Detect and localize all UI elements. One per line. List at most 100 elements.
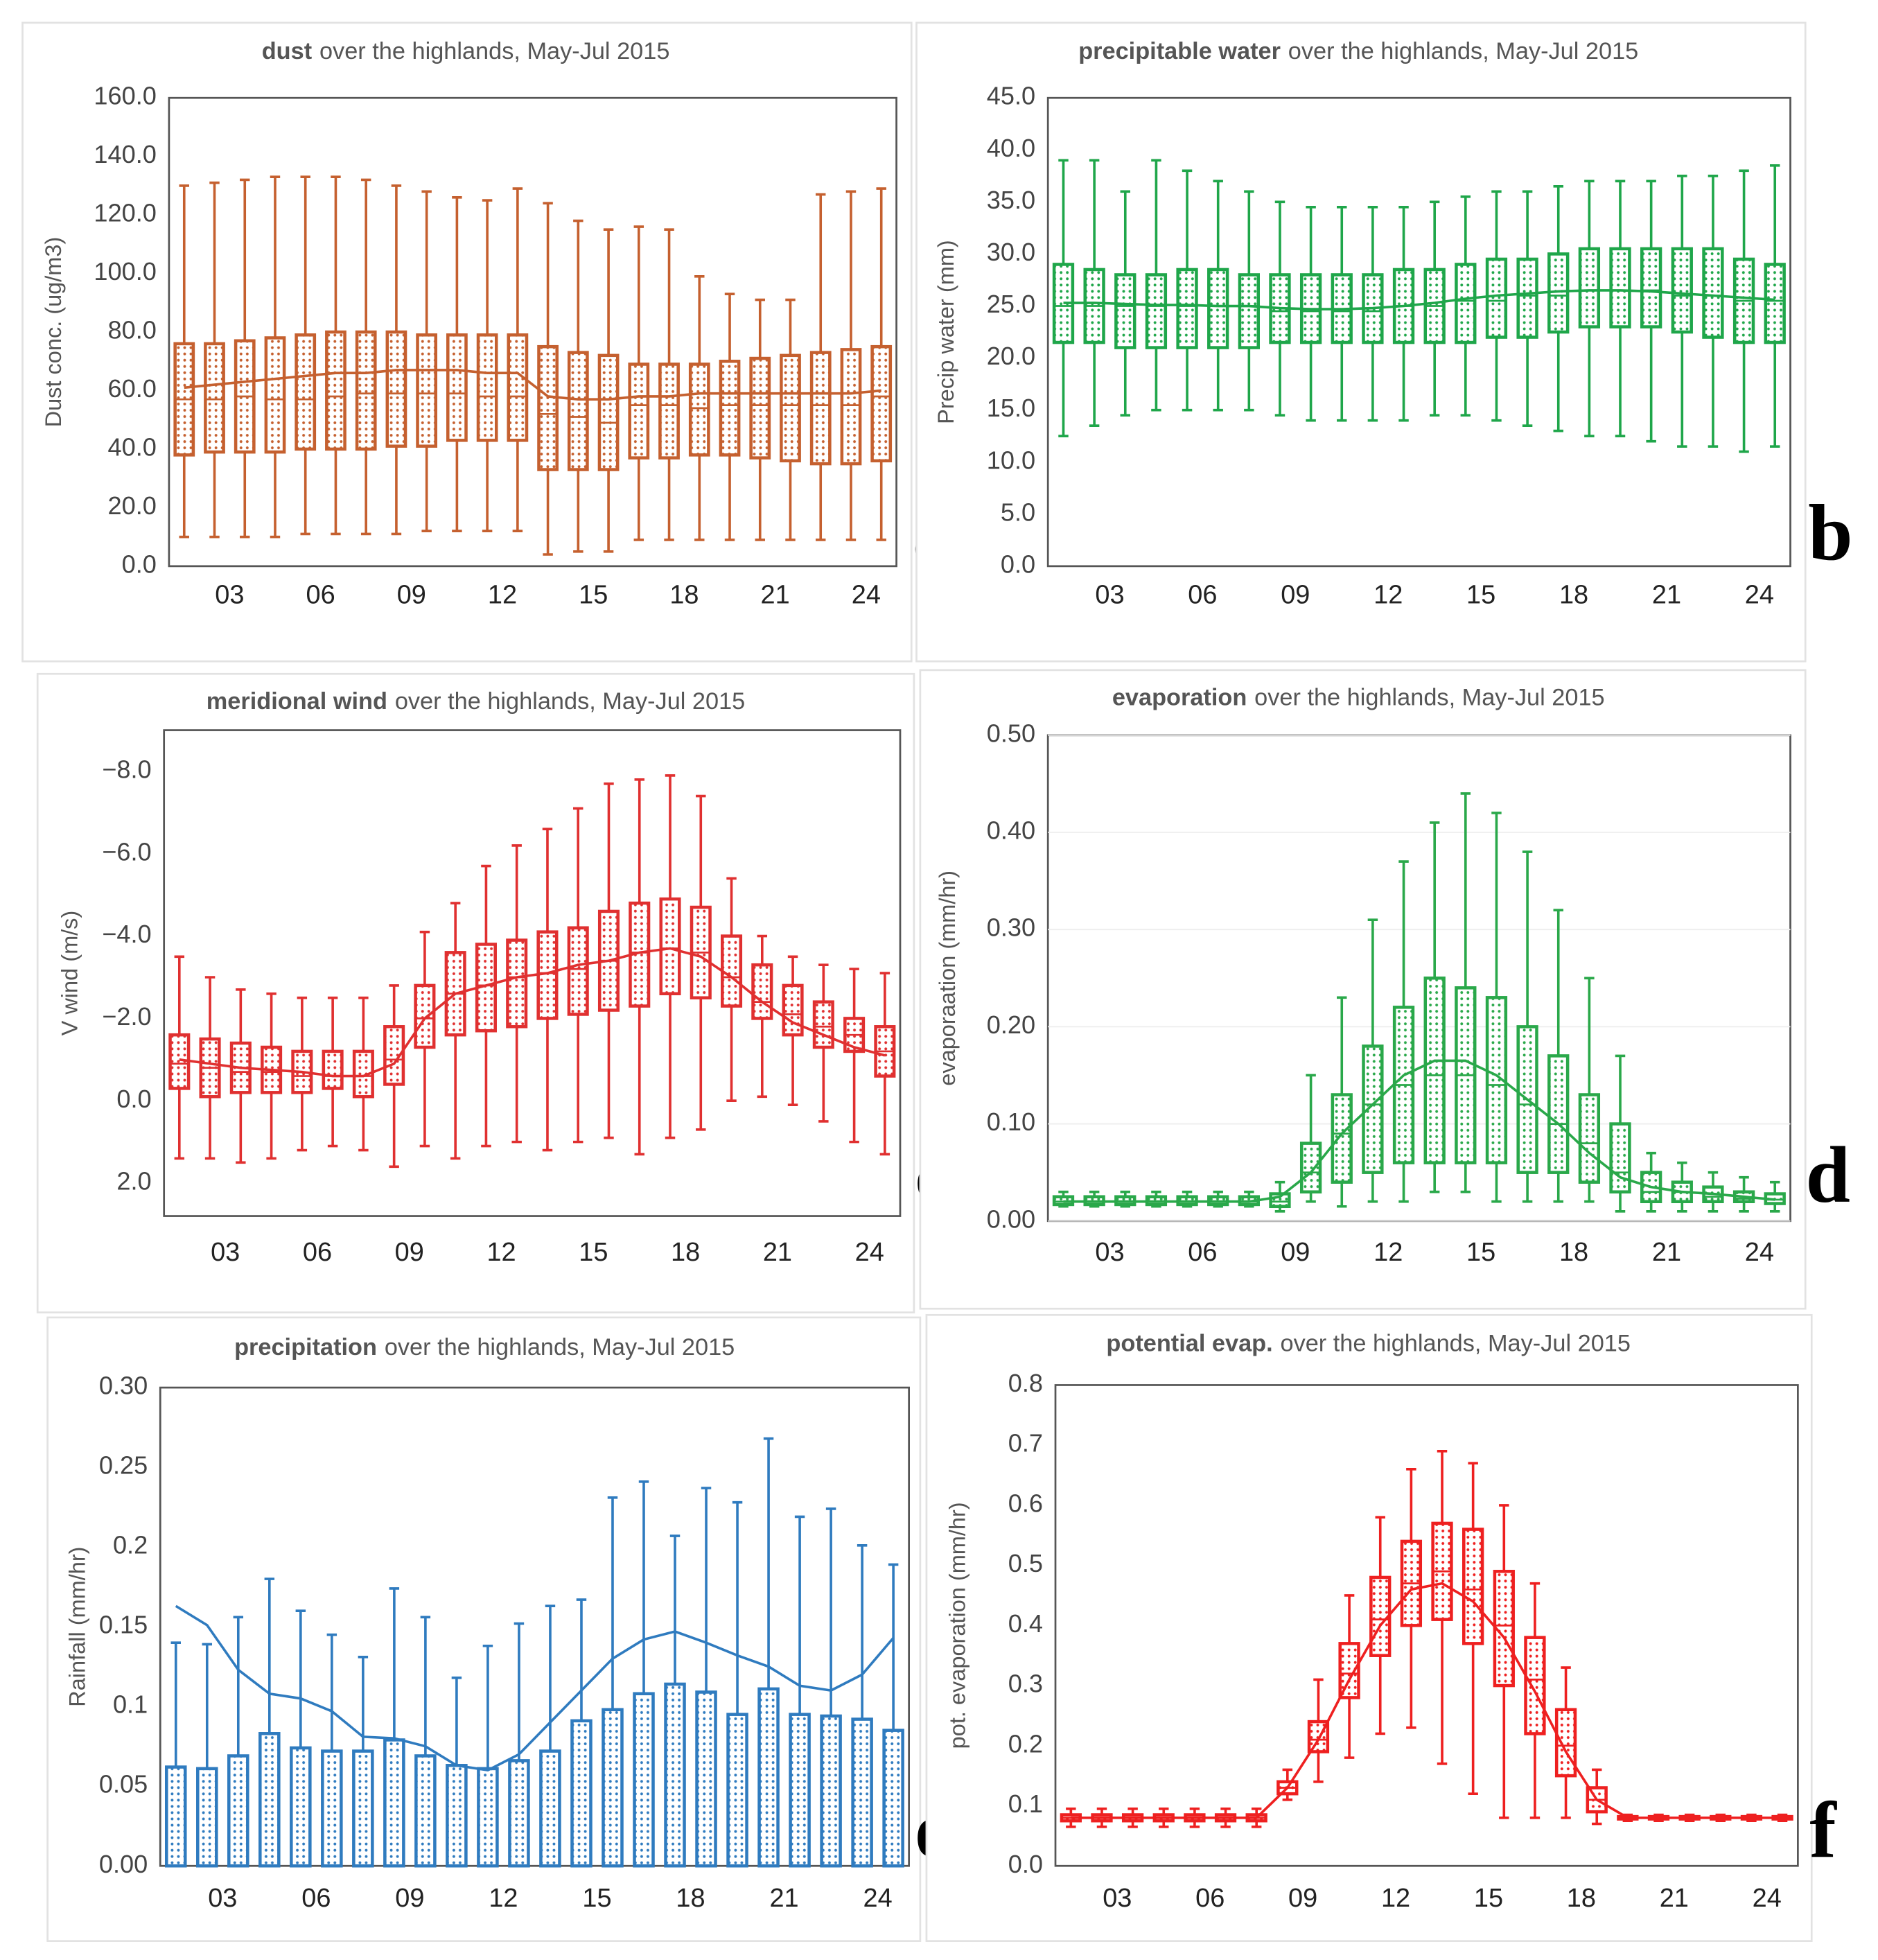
title-rest: over the highlands, May-Jul 2015 [395, 688, 745, 715]
title-rest: over the highlands, May-Jul 2015 [385, 1334, 735, 1360]
mean-line [1063, 1059, 1775, 1203]
title-bold: dust [262, 38, 312, 64]
whisker [514, 1622, 525, 1761]
x-tick-label: 24 [1753, 1884, 1782, 1913]
y-tick-label: −2.0 [102, 1002, 151, 1031]
whisker [170, 1641, 181, 1767]
y-tick-label: 0.1 [1008, 1790, 1043, 1818]
box [1455, 263, 1477, 344]
whisker [202, 1643, 213, 1769]
y-tick-label: 10.0 [987, 446, 1035, 474]
title-bold: precipitation [234, 1334, 377, 1360]
box [658, 362, 680, 460]
box [264, 336, 286, 454]
x-tick-label: 15 [1466, 1238, 1495, 1267]
bar [757, 1687, 780, 1868]
bar [321, 1749, 343, 1868]
title-bold: precipitable water [1078, 38, 1281, 64]
whisker [295, 1609, 306, 1748]
x-tick-label: 18 [676, 1884, 705, 1913]
y-tick-label: 15.0 [987, 394, 1035, 422]
y-tick-label: 100.0 [94, 257, 156, 286]
box [812, 1000, 834, 1049]
box [721, 934, 743, 1008]
x-tick-label: 18 [669, 580, 699, 609]
box [1485, 257, 1508, 339]
whisker [451, 1676, 462, 1766]
x-tick-label: 21 [1660, 1884, 1689, 1913]
x-tick-label: 03 [208, 1884, 237, 1913]
box [1764, 263, 1786, 344]
box [385, 330, 407, 448]
chart-title: dust over the highlands, May-Jul 2015 [262, 38, 670, 64]
y-tick-label: 0.20 [987, 1010, 1035, 1039]
bar [851, 1717, 873, 1868]
x-tick-label: 12 [1374, 580, 1403, 609]
x-tick-label: 21 [761, 580, 790, 609]
bar [196, 1767, 218, 1868]
whisker [326, 1633, 337, 1751]
y-tick-label: 45.0 [987, 82, 1035, 110]
x-tick-label: 18 [671, 1238, 700, 1267]
y-tick-label: 0.4 [1008, 1609, 1043, 1638]
box [1516, 257, 1538, 339]
bar [820, 1714, 842, 1868]
box [1331, 1093, 1353, 1184]
box [416, 333, 438, 448]
bar [258, 1732, 281, 1868]
title-rest: over the highlands, May-Jul 2015 [319, 38, 669, 64]
y-tick-label: 0.0 [1001, 550, 1035, 578]
y-tick-label: 0.0 [122, 550, 157, 578]
x-tick-label: 12 [488, 580, 517, 609]
y-tick-label: 0.00 [99, 1850, 148, 1878]
x-tick-label: 03 [1095, 580, 1124, 609]
mean-line [175, 1604, 895, 1772]
bar [477, 1767, 499, 1868]
y-axis-label: V wind (m/s) [58, 911, 82, 1036]
x-tick-label: 06 [1188, 580, 1217, 609]
y-tick-label: 0.10 [987, 1108, 1035, 1136]
bar [539, 1749, 561, 1868]
box [506, 938, 528, 1029]
x-tick-label: 06 [306, 580, 335, 609]
y-tick-label: −8.0 [102, 755, 151, 784]
box [383, 1025, 405, 1086]
y-axis-label: evaporaation (mm/hr) [935, 870, 960, 1086]
whisker [669, 1534, 681, 1684]
whisker [420, 1616, 431, 1756]
chart-title: precipitation over the highlands, May-Jul… [234, 1334, 735, 1360]
y-tick-label: 0.00 [987, 1205, 1035, 1233]
x-tick-label: 12 [1374, 1238, 1403, 1267]
panel-label: d [1806, 1131, 1850, 1220]
box [1145, 273, 1168, 349]
whisker [794, 1515, 805, 1715]
whisker [607, 1496, 618, 1710]
y-tick-label: 2.0 [116, 1167, 151, 1196]
x-tick-label: 09 [395, 1238, 424, 1267]
x-tick-label: 06 [301, 1884, 331, 1913]
bar [726, 1713, 748, 1868]
box [840, 348, 862, 466]
box [780, 353, 801, 463]
x-tick-label: 21 [1652, 580, 1681, 609]
bar [164, 1765, 187, 1868]
box [446, 333, 468, 442]
box [688, 362, 710, 457]
y-tick-label: 0.05 [99, 1770, 148, 1799]
whisker [233, 1616, 244, 1756]
box [537, 344, 559, 471]
x-tick-label: 24 [852, 580, 881, 609]
x-tick-label: 12 [486, 1238, 516, 1267]
box [1207, 268, 1229, 349]
bar [227, 1754, 249, 1868]
title-bold: evaporation [1112, 684, 1247, 710]
whisker [482, 1644, 493, 1769]
y-tick-label: 5.0 [1001, 498, 1035, 526]
box [204, 342, 225, 454]
plot-area [168, 96, 897, 568]
box [1640, 247, 1662, 329]
y-tick-label: 120.0 [94, 199, 156, 227]
x-tick-label: 18 [1559, 580, 1588, 609]
box [1462, 1528, 1484, 1645]
x-tick-label: 15 [582, 1884, 611, 1913]
